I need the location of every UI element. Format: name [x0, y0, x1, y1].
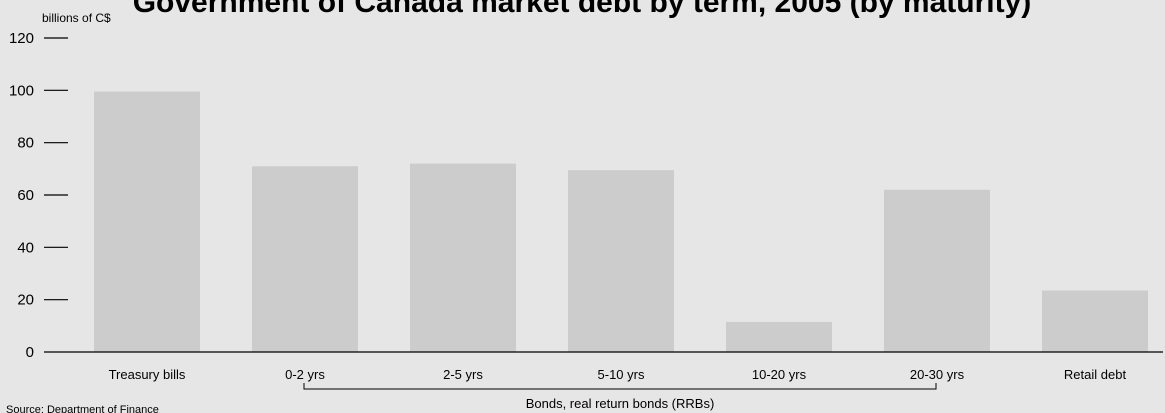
bar-2-5-yrs: [410, 163, 516, 352]
x-tick-label: Retail debt: [1064, 367, 1127, 382]
x-tick-label: 0-2 yrs: [285, 367, 325, 382]
y-axis-unit-label: billions of C$: [42, 11, 111, 25]
y-tick-label: 100: [9, 82, 34, 99]
bracket-label: Bonds, real return bonds (RRBs): [526, 396, 715, 411]
bar-treasury-bills: [94, 91, 200, 353]
y-tick-label: 20: [17, 292, 34, 309]
y-tick-label: 120: [9, 30, 34, 47]
y-tick-label: 40: [17, 239, 34, 256]
y-tick-label: 0: [26, 344, 34, 361]
source-note: Source: Department of Finance: [6, 404, 159, 413]
bar-20-30-yrs: [884, 189, 990, 352]
x-tick-label: 2-5 yrs: [443, 367, 483, 382]
bar-retail-debt: [1042, 290, 1148, 352]
y-axis: 0 20 40 60 80 100 120: [9, 30, 68, 361]
y-tick-label: 80: [17, 135, 34, 152]
x-tick-label: 10-20 yrs: [752, 367, 807, 382]
x-axis: Treasury bills 0-2 yrs 2-5 yrs 5-10 yrs 10-2…: [109, 367, 1127, 382]
bar-10-20-yrs: [726, 321, 832, 352]
bar-5-10-yrs: [568, 170, 674, 352]
x-tick-label: 5-10 yrs: [598, 367, 645, 382]
chart-title: Government of Canada market debt by term…: [133, 0, 1032, 19]
bar-0-2-yrs: [252, 166, 358, 352]
bonds-group-bracket: Bonds, real return bonds (RRBs): [303, 383, 937, 411]
bars: [94, 91, 1148, 353]
x-tick-label: 20-30 yrs: [910, 367, 965, 382]
x-tick-label: Treasury bills: [109, 367, 186, 382]
bracket-line: [303, 383, 937, 390]
y-tick-label: 60: [17, 187, 34, 204]
